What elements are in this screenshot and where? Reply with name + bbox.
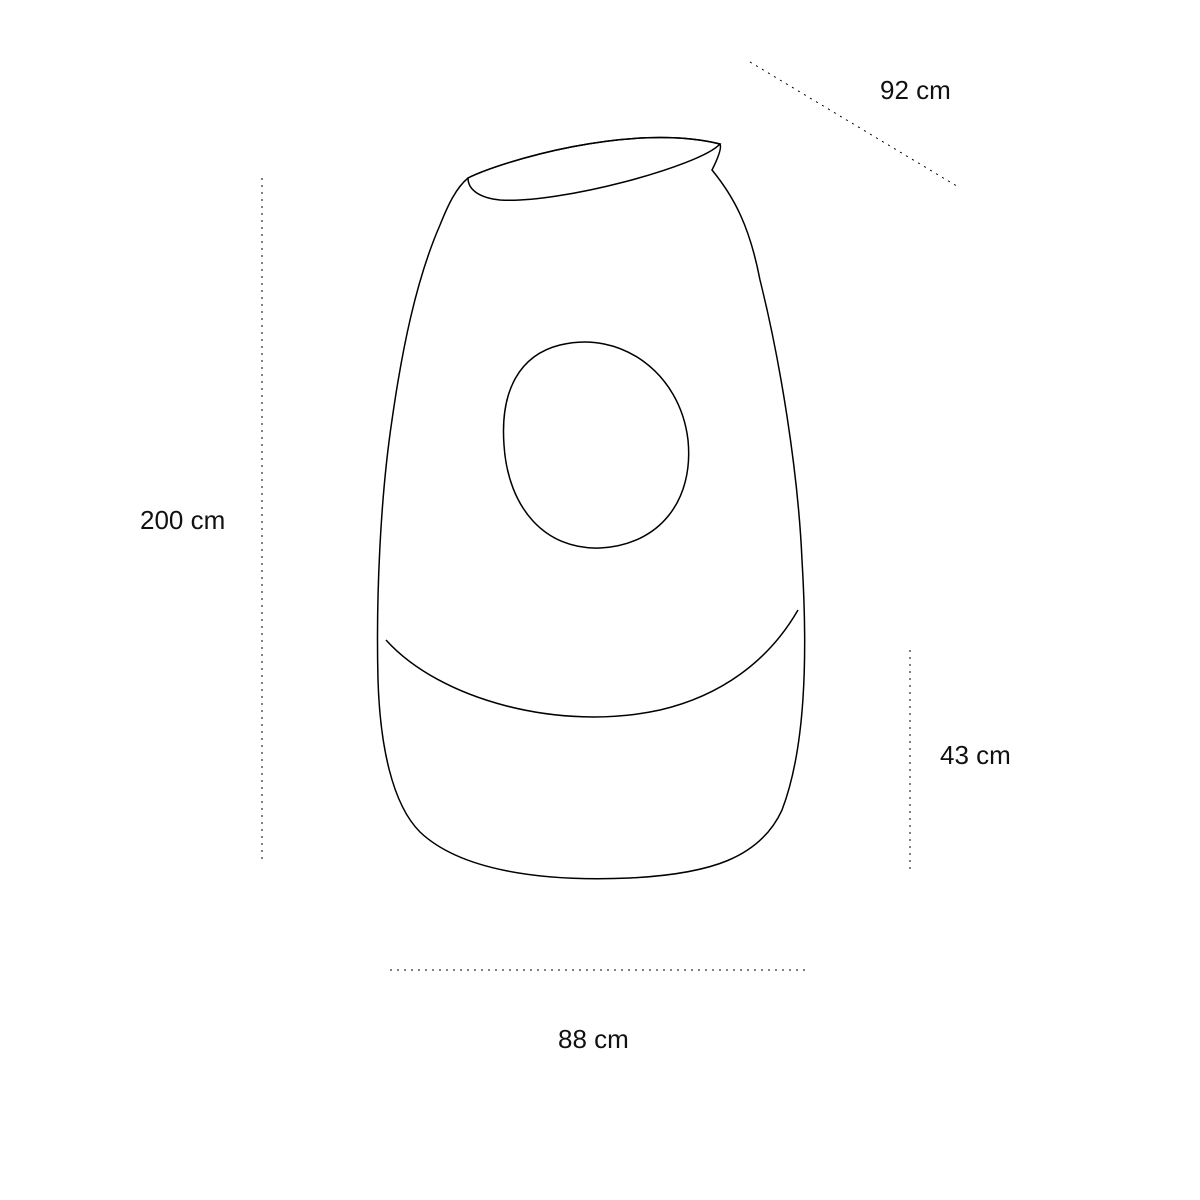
label-seat-height: 43 cm [940,740,1011,771]
object-top-ellipse [468,138,720,201]
label-depth: 92 cm [880,75,951,106]
label-height: 200 cm [140,505,225,536]
drawing-canvas: 200 cm 88 cm 92 cm 43 cm [0,0,1200,1200]
object-outline [378,138,805,879]
dimension-diagram [0,0,1200,1200]
object-seat-curve [386,610,798,717]
object-hole [503,342,688,548]
label-width: 88 cm [558,1024,629,1055]
